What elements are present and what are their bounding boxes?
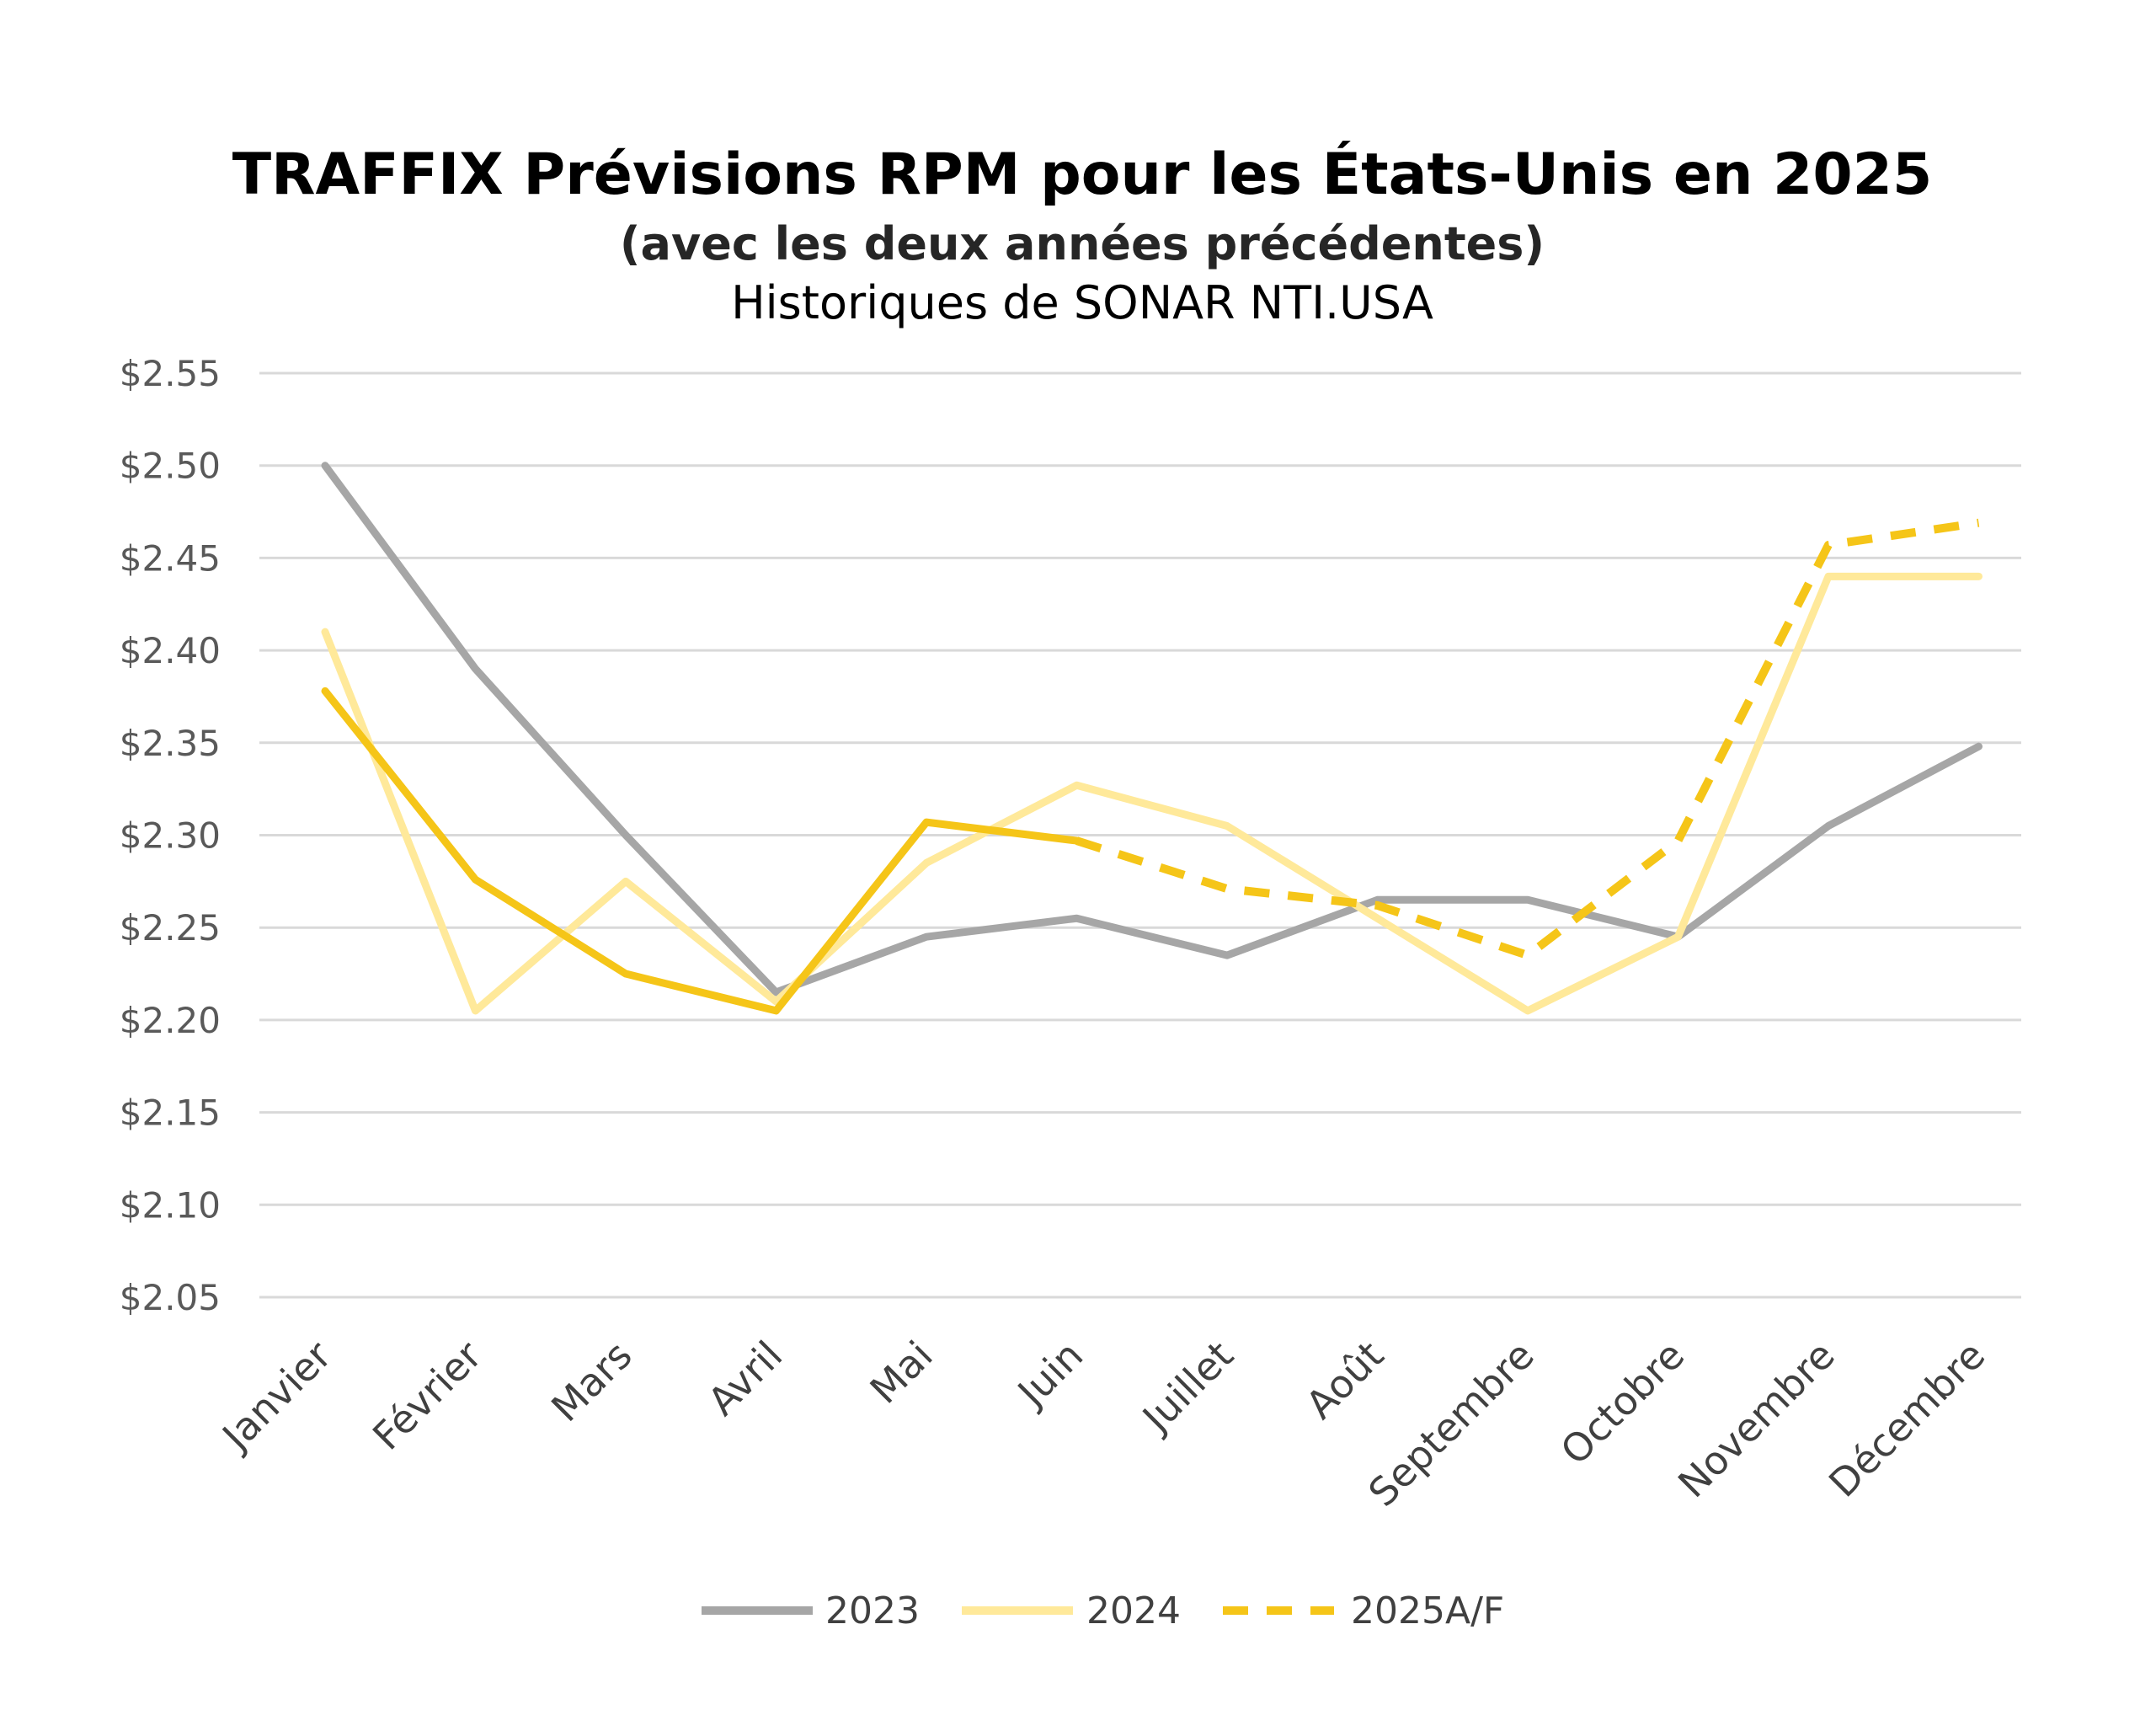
series-2025a-f-actual-line — [321, 687, 1081, 1015]
series-lines — [321, 462, 1983, 1015]
x-tick-label: Novembre — [1669, 1333, 1844, 1507]
chart-subtitle: (avec les deux années précédentes) — [620, 217, 1545, 270]
x-tick-label: Janvier — [212, 1333, 340, 1461]
legend: 2023 2024 2025A/F — [702, 1589, 1504, 1632]
x-tick-label: Août — [1297, 1333, 1392, 1428]
x-tick-label: Mars — [542, 1333, 641, 1431]
y-tick-label: $2.15 — [120, 1093, 221, 1134]
gridlines — [259, 371, 2021, 1299]
series-2024-line — [321, 572, 1983, 1015]
y-tick-label: $2.20 — [120, 1000, 221, 1041]
chart-source: Historiques de SONAR NTI.USA — [731, 276, 1433, 329]
x-tick-label: Juillet — [1132, 1333, 1241, 1442]
legend-label-2023: 2023 — [825, 1589, 920, 1632]
y-tick-label: $2.55 — [120, 353, 221, 394]
y-tick-label: $2.45 — [120, 537, 221, 579]
x-tick-label: Octobre — [1552, 1333, 1694, 1474]
series-2025a-f-forecast-line — [1075, 518, 1980, 960]
y-tick-label: $2.30 — [120, 815, 221, 857]
y-tick-label: $2.40 — [120, 630, 221, 671]
y-tick-label: $2.35 — [120, 723, 221, 764]
x-tick-label: Février — [364, 1333, 490, 1459]
x-tick-label: Mai — [862, 1333, 942, 1413]
x-tick-label: Décembre — [1820, 1333, 1993, 1506]
legend-label-2025a-f: 2025A/F — [1351, 1589, 1504, 1632]
y-tick-label: $2.50 — [120, 446, 221, 487]
x-tick-label: Juin — [1007, 1333, 1091, 1417]
y-axis-ticks: $2.55 $2.50 $2.45 $2.40 $2.35 $2.30 $2.25 $2.20… — [120, 353, 221, 1318]
series-2023-line — [321, 462, 1983, 996]
y-tick-label: $2.05 — [120, 1277, 221, 1318]
x-tick-label: Avril — [699, 1333, 791, 1424]
chart-title: TRAFFIX Prévisions RPM pour les États-Un… — [232, 141, 1933, 208]
legend-label-2024: 2024 — [1086, 1589, 1181, 1632]
y-tick-label: $2.25 — [120, 907, 221, 948]
x-axis-ticks: Janvier Février Mars Avril Mai Juin Juillet Aoû… — [212, 1333, 1994, 1515]
y-tick-label: $2.10 — [120, 1184, 221, 1226]
